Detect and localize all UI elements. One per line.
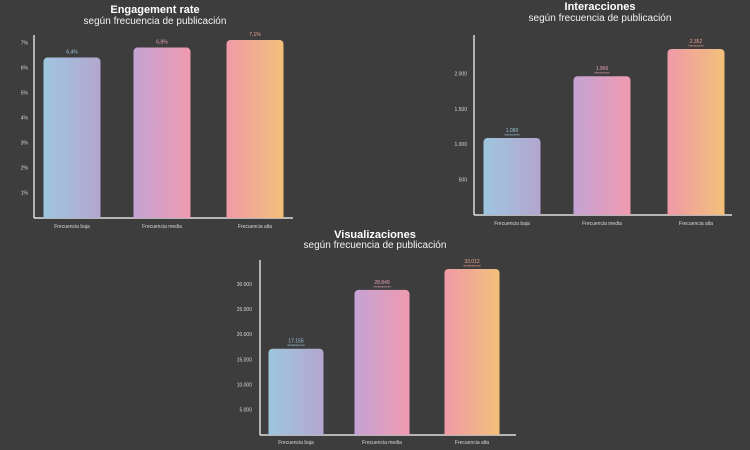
x-category-label: Frecuencia alta [238,224,272,230]
y-tick-label: 2.000 [454,72,467,78]
chart-visualizaciones: Visualizaciones según frecuencia de publ… [220,225,520,450]
bar-base [444,431,500,435]
bar-base [483,211,541,215]
bar-value-sublabel: interacciones [594,71,610,75]
bar-value-label: 7,1% [249,32,261,38]
chart-title: Visualizaciones [334,229,416,241]
x-category-label: Frecuencia alta [679,221,713,227]
bar-base [226,214,284,218]
chart-subtitle: según frecuencia de publicación [303,240,447,251]
bar-base [43,214,101,218]
y-tick-label: 5% [21,90,29,96]
x-category-label: Frecuencia alta [455,440,489,446]
chart-subtitle: según frecuencia de publicación [528,13,672,24]
y-tick-label: 6% [21,65,29,71]
bar [444,268,500,435]
bar [483,138,541,215]
bar [573,76,631,215]
x-category-label: Frecuencia baja [494,221,530,227]
bar-base [133,214,191,218]
bar-value-sublabel: visualizaciones [463,263,481,267]
bar-value-label: 2.352 [690,39,703,45]
bar-value-sublabel: interacciones [688,43,704,47]
y-tick-label: 500 [459,178,468,184]
y-tick-label: 1.500 [454,107,467,113]
y-tick-label: 30.000 [237,282,253,288]
y-tick-label: 10.000 [237,383,253,389]
y-tick-label: 1% [21,191,29,197]
bar-value-label: 1.966 [596,66,609,72]
y-tick-label: 20.000 [237,332,253,338]
bar-base [667,211,725,215]
bar-base [268,431,324,435]
y-tick-label: 25.000 [237,307,253,313]
bar [133,47,191,219]
x-category-label: Frecuencia media [582,221,622,227]
bar-value-label: 17.155 [288,339,304,345]
y-tick-label: 1.000 [454,142,467,148]
y-tick-label: 7% [21,40,29,46]
bar [43,57,101,218]
bar-value-sublabel: interacciones [504,133,520,137]
x-category-label: Frecuencia baja [278,440,314,446]
bar-base [573,211,631,215]
y-tick-label: 15.000 [237,357,253,363]
bar-value-sublabel: visualizaciones [373,284,391,288]
chart-interacciones: Interacciones según frecuencia de public… [450,0,750,235]
bar-value-label: 28.849 [374,280,390,286]
x-category-label: Frecuencia baja [54,224,90,230]
y-tick-label: 4% [21,116,29,122]
x-category-label: Frecuencia media [142,224,182,230]
y-tick-label: 2% [21,166,29,172]
chart-plot-interacciones: 5001.0001.5002.0001.090interaccionesFrec… [454,35,732,227]
bar-value-sublabel: visualizaciones [287,343,305,347]
chart-engagement-rate: Engagement rate según frecuencia de publ… [0,0,300,235]
chart-plot-visualizaciones: 5.000 10.000 15.000 20.000 25.000 30.000 17.15… [237,259,516,446]
bar [667,48,725,215]
chart-title: Interacciones [564,1,636,13]
bar-base [354,431,410,435]
bar-value-label: 1.090 [506,128,519,134]
bar [354,289,410,435]
y-tick-label: 3% [21,141,29,147]
chart-title: Engagement rate [110,4,200,16]
bar-value-label: 6,8% [156,40,168,46]
bar-value-label: 33.012 [464,259,480,265]
y-tick-label: 5.000 [239,408,252,414]
bar [268,348,324,435]
chart-subtitle: según frecuencia de publicación [83,16,227,27]
chart-plot-engagement: 1% 2% 3% 4% 5% 6% 7% 6,4% Frecuencia baja 6,8% Fre… [21,32,293,230]
bar-value-label: 6,4% [66,50,78,56]
x-category-label: Frecuencia media [362,440,402,446]
bar [226,40,284,218]
